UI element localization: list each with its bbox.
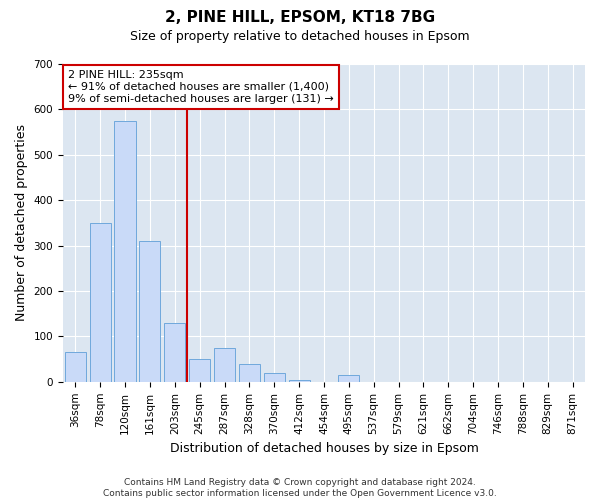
Bar	[239, 364, 260, 382]
Bar	[115, 121, 136, 382]
Text: 2, PINE HILL, EPSOM, KT18 7BG: 2, PINE HILL, EPSOM, KT18 7BG	[165, 10, 435, 25]
Text: Size of property relative to detached houses in Epsom: Size of property relative to detached ho…	[130, 30, 470, 43]
Bar	[139, 241, 160, 382]
Bar	[263, 372, 285, 382]
Y-axis label: Number of detached properties: Number of detached properties	[15, 124, 28, 322]
Text: Contains HM Land Registry data © Crown copyright and database right 2024.
Contai: Contains HM Land Registry data © Crown c…	[103, 478, 497, 498]
Bar	[164, 323, 185, 382]
X-axis label: Distribution of detached houses by size in Epsom: Distribution of detached houses by size …	[170, 442, 478, 455]
Bar	[189, 359, 210, 382]
Text: 2 PINE HILL: 235sqm
← 91% of detached houses are smaller (1,400)
9% of semi-deta: 2 PINE HILL: 235sqm ← 91% of detached ho…	[68, 70, 334, 104]
Bar	[89, 223, 111, 382]
Bar	[289, 380, 310, 382]
Bar	[214, 348, 235, 382]
Bar	[65, 352, 86, 382]
Bar	[338, 375, 359, 382]
